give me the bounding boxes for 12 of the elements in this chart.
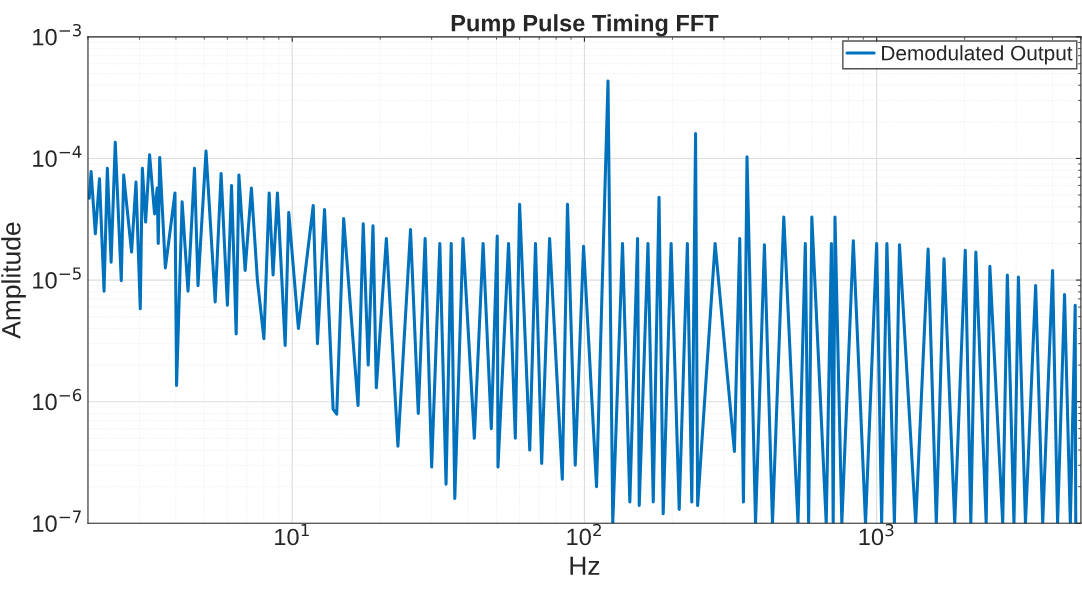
y-tick-label: 10$^{−3}$ (33, 23, 81, 46)
x-tick-label: 10$^{1}$ (275, 524, 309, 546)
x-axis-title: Hz (570, 556, 600, 575)
y-tick-label: 10$^{−6}$ (33, 388, 82, 411)
y-axis-title: Amplitude (1, 222, 26, 339)
legend-label: Demodulated Output (882, 45, 1073, 65)
x-tick-label: 10$^{2}$ (567, 523, 601, 546)
chart-title: Pump Pulse Timing FFT (451, 14, 719, 37)
x-tick-label: 10$^{3}$ (859, 523, 894, 546)
y-tick-label: 10$^{−5}$ (33, 267, 81, 289)
y-tick-label: 10$^{−4}$ (33, 145, 82, 168)
y-tick-label: 10$^{−7}$ (33, 510, 81, 532)
